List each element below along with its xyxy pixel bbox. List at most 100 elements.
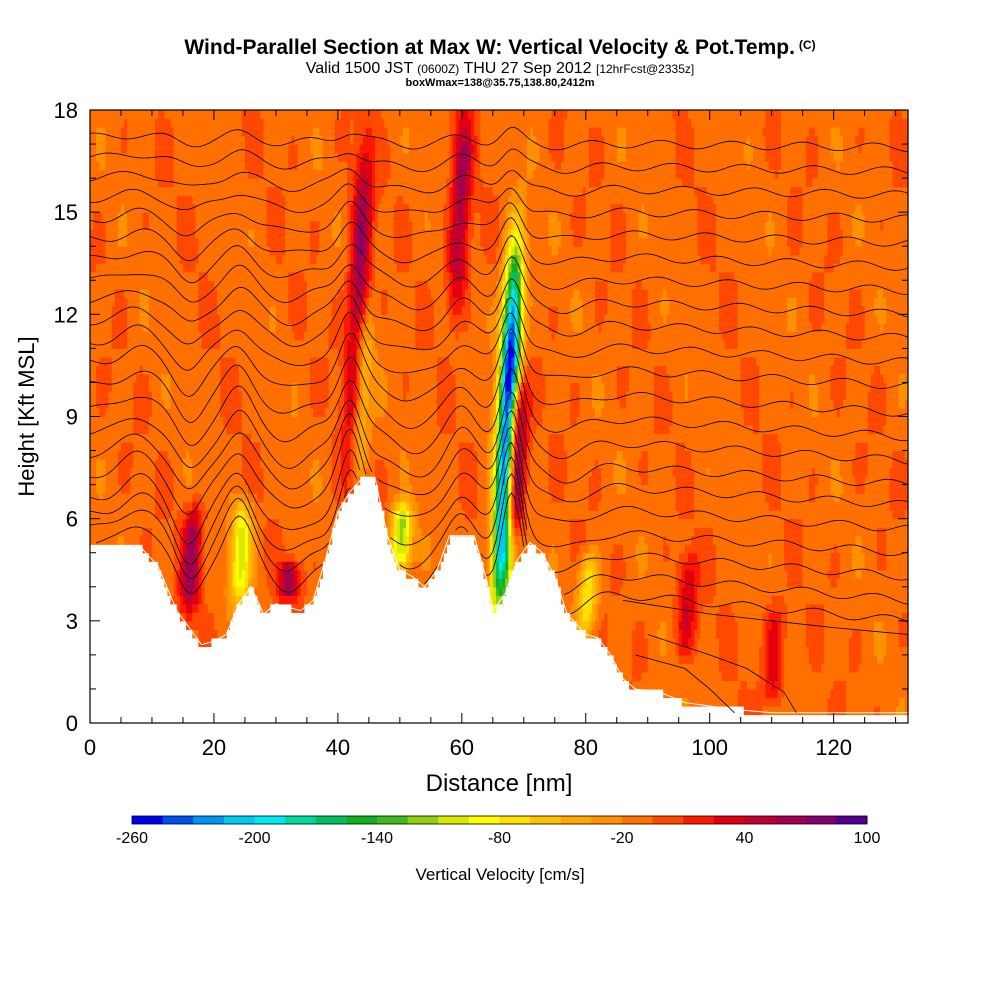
heatmap-cell [145, 467, 150, 477]
heatmap-cell [117, 527, 122, 537]
heatmap-cell [111, 356, 116, 367]
heatmap-cell [127, 416, 131, 426]
heatmap-cell [114, 450, 119, 460]
heatmap-cell [108, 535, 113, 545]
heatmap-cell [148, 484, 153, 494]
heatmap-cell [145, 135, 150, 145]
heatmap-cell [161, 339, 165, 349]
heatmap-cell [142, 467, 147, 477]
heatmap-cell [117, 407, 122, 418]
heatmap-cell [130, 501, 134, 511]
heatmap-cell [151, 535, 156, 545]
heatmap-cell [170, 305, 175, 315]
heatmap-cell [90, 152, 94, 162]
heatmap-cell [161, 356, 165, 367]
heatmap-cell [158, 212, 162, 222]
heatmap-cell [161, 382, 165, 392]
heatmap-cell [170, 501, 175, 511]
heatmap-cell [158, 433, 162, 443]
heatmap-cell [120, 322, 125, 332]
heatmap-cell [158, 535, 162, 545]
heatmap-cell [148, 399, 153, 409]
heatmap-cell [170, 118, 175, 128]
heatmap-cell [167, 305, 172, 315]
heatmap-cell [133, 288, 138, 298]
heatmap-cell [93, 510, 97, 520]
heatmap-cell [173, 561, 178, 571]
heatmap-cell [105, 382, 110, 392]
heatmap-cell [170, 433, 175, 443]
heatmap-cell [102, 127, 107, 137]
heatmap-cell [139, 169, 144, 179]
heatmap-cell [151, 135, 156, 145]
heatmap-cell [111, 493, 116, 503]
heatmap-cell [108, 152, 113, 162]
heatmap-cell [93, 348, 97, 358]
heatmap-cell [136, 459, 141, 469]
heatmap-cell [145, 535, 150, 545]
heatmap-cell [148, 552, 153, 562]
heatmap-cell [136, 467, 141, 477]
heatmap-cell [99, 450, 103, 460]
heatmap-cell [96, 254, 100, 264]
heatmap-cell [136, 493, 141, 503]
heatmap-cell [93, 450, 97, 460]
heatmap-cell [130, 459, 134, 469]
heatmap-cell [120, 442, 125, 452]
heatmap-cell [133, 195, 138, 205]
heatmap-cell [136, 178, 141, 188]
heatmap-cell [158, 407, 162, 418]
heatmap-cell [161, 135, 165, 145]
heatmap-cell [102, 425, 107, 435]
heatmap-cell [136, 135, 141, 145]
heatmap-cell [90, 203, 94, 213]
heatmap-cell [133, 280, 138, 290]
heatmap-cell [114, 322, 119, 332]
heatmap-cell [161, 561, 165, 571]
heatmap-cell [133, 305, 138, 315]
heatmap-cell [158, 127, 162, 137]
heatmap-cell [111, 144, 116, 154]
heatmap-cell [127, 365, 131, 375]
heatmap-cell [90, 484, 94, 494]
heatmap-cell [161, 331, 165, 341]
heatmap-cell [111, 373, 116, 384]
heatmap-cell [90, 518, 94, 528]
heatmap-cell [161, 212, 165, 222]
heatmap-cell [105, 407, 110, 418]
heatmap-cell [136, 195, 141, 205]
heatmap-cell [120, 178, 125, 188]
heatmap-cell [158, 169, 162, 179]
heatmap-cell [151, 127, 156, 137]
heatmap-cell [96, 135, 100, 145]
heatmap-cell [161, 365, 165, 375]
heatmap-cell [120, 169, 125, 179]
heatmap-cell [90, 271, 94, 281]
heatmap-cell [161, 271, 165, 281]
heatmap-cell [111, 263, 116, 273]
heatmap-cell [99, 288, 103, 298]
heatmap-cell [127, 442, 131, 452]
heatmap-cell [130, 127, 134, 137]
heatmap-cell [148, 390, 153, 401]
heatmap-cell [145, 280, 150, 290]
heatmap-cell [90, 476, 94, 486]
heatmap-cell [151, 390, 156, 401]
heatmap-cell [117, 169, 122, 179]
heatmap-cell [158, 288, 162, 298]
heatmap-cell [120, 535, 125, 545]
heatmap-cell [93, 305, 97, 315]
heatmap-cell [148, 127, 153, 137]
heatmap-cell [142, 195, 147, 205]
heatmap-cell [93, 186, 97, 196]
heatmap-cell [148, 382, 153, 392]
heatmap-cell [139, 373, 144, 384]
heatmap-cell [111, 135, 116, 145]
heatmap-cell [133, 118, 138, 128]
heatmap-cell [151, 425, 156, 435]
heatmap-cell [151, 467, 156, 477]
heatmap-cell [151, 331, 156, 341]
heatmap-cell [127, 314, 131, 324]
heatmap-cell [111, 118, 116, 128]
heatmap-cell [120, 416, 125, 426]
